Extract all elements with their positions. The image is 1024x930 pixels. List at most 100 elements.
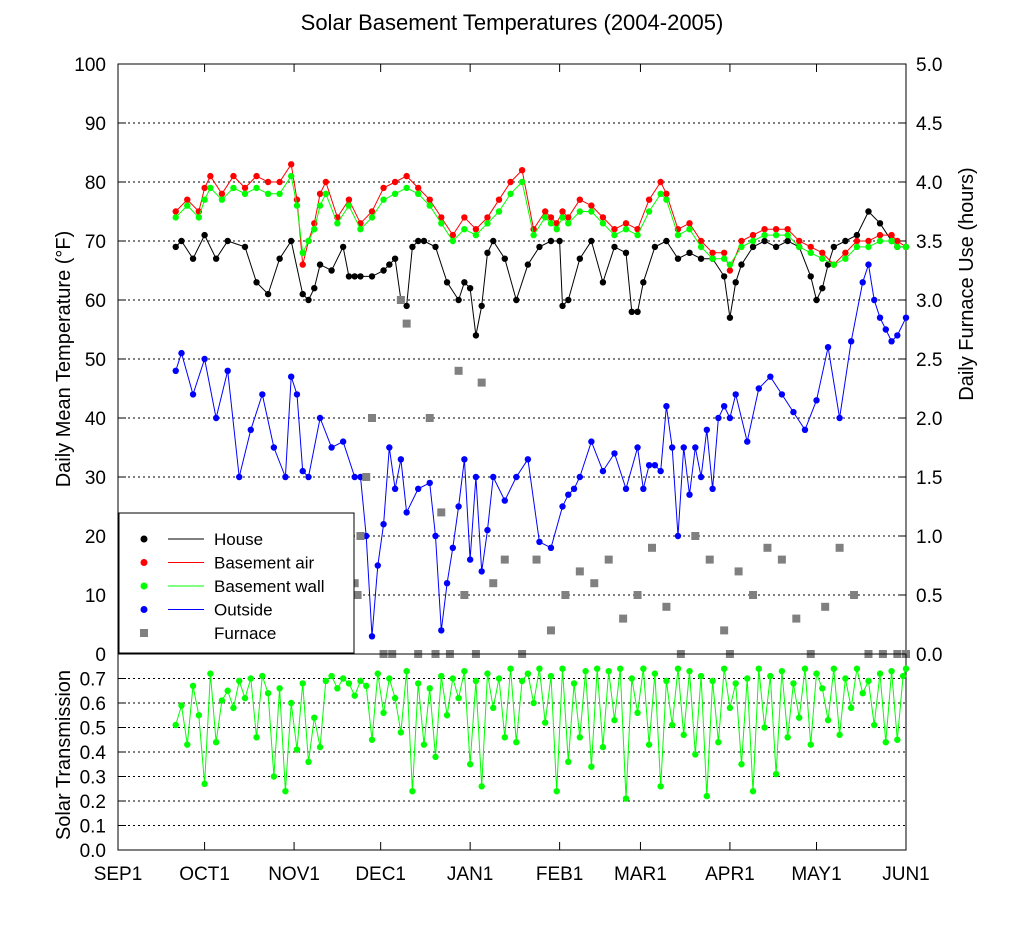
solar-transmission-point xyxy=(305,758,312,765)
solar-transmission-point xyxy=(449,675,457,682)
legend-basement-air-marker xyxy=(140,559,148,566)
basement-wall-point xyxy=(547,220,555,227)
legend-basement-air-label: Basement air xyxy=(214,554,314,573)
outside-point xyxy=(472,473,480,481)
solar-transmission-point xyxy=(541,719,549,726)
house-point xyxy=(391,255,399,262)
outside-point xyxy=(363,532,370,540)
basement-wall-point xyxy=(484,220,491,227)
house-point xyxy=(842,237,849,245)
solar-transmission-point xyxy=(253,734,260,741)
furnace-point xyxy=(619,614,628,623)
solar-transmission-point xyxy=(518,677,526,685)
basement-wall-point xyxy=(807,249,814,256)
basement-wall-point xyxy=(697,243,705,251)
outside-point xyxy=(622,485,630,492)
house-point xyxy=(726,314,734,321)
outside-point xyxy=(767,373,774,380)
furnace-tick-label: 5.0 xyxy=(916,55,942,76)
basement-wall-point xyxy=(461,226,468,233)
basement-wall-point xyxy=(720,255,728,262)
furnace-point xyxy=(734,567,743,576)
house-point xyxy=(807,273,814,280)
furnace-point xyxy=(396,296,405,304)
solar-transmission-point xyxy=(807,741,814,748)
basement-wall-point xyxy=(507,190,514,197)
basement-wall-point xyxy=(761,231,768,239)
legend-outside-marker xyxy=(140,606,148,613)
furnace-point xyxy=(402,319,411,328)
solar-transmission-point xyxy=(172,721,179,729)
solar-transmission-point xyxy=(189,682,197,690)
solar-transmission-point xyxy=(212,739,220,746)
basement-wall-point xyxy=(784,231,791,239)
basement-air-point xyxy=(645,196,653,203)
solar-transmission-point xyxy=(241,694,249,702)
outside-point xyxy=(293,391,301,398)
solar-transmission-point xyxy=(374,670,381,677)
basement-wall-point xyxy=(172,214,179,221)
chart-title: Solar Basement Temperatures (2004-2005) xyxy=(301,10,724,35)
basement-air-point xyxy=(184,196,191,203)
solar-transmission-point xyxy=(420,741,428,748)
basement-wall-point xyxy=(611,231,618,239)
outside-point xyxy=(801,426,809,433)
solar-transmission-point xyxy=(466,761,474,768)
basement-air-point xyxy=(876,231,884,239)
basement-wall-point xyxy=(316,202,324,209)
month-tick-label: FEB1 xyxy=(536,864,584,885)
basement-air-point xyxy=(518,167,526,174)
house-point xyxy=(461,279,468,286)
outside-point xyxy=(478,568,485,575)
solar-transmission-point xyxy=(888,667,895,675)
house-point xyxy=(686,249,693,256)
legend-outside-label: Outside xyxy=(214,601,273,620)
basement-air-point xyxy=(484,214,491,221)
solar-transmission-point xyxy=(259,672,266,680)
basement-air-point xyxy=(547,214,555,221)
furnace-point xyxy=(500,555,509,564)
house-point xyxy=(501,255,508,262)
outside-point xyxy=(368,633,376,640)
outside-point xyxy=(732,391,739,398)
furnace-point xyxy=(477,378,486,387)
house-line xyxy=(175,210,906,336)
house-point xyxy=(316,261,324,268)
furnace-point xyxy=(532,555,541,564)
solar-transmission-point xyxy=(547,672,555,680)
solar-transmission-point xyxy=(293,746,301,753)
solar-transmission-point xyxy=(830,665,838,672)
house-point xyxy=(328,267,335,274)
solar-transmission-point xyxy=(472,677,480,685)
house-point xyxy=(414,237,422,245)
month-tick-label: DEC1 xyxy=(355,864,406,885)
basement-air-point xyxy=(541,208,549,215)
outside-point xyxy=(259,391,266,398)
outside-point xyxy=(703,426,711,433)
basement-wall-point xyxy=(530,231,537,239)
solar-tick-label: 0.4 xyxy=(80,743,107,764)
solar-transmission-point xyxy=(738,761,745,768)
outside-point xyxy=(443,580,451,587)
solar-transmission-point xyxy=(201,780,208,788)
furnace-tick-label: 3.0 xyxy=(916,291,942,312)
basement-wall-point xyxy=(449,237,457,245)
house-point xyxy=(536,243,543,251)
solar-transmission-point xyxy=(772,770,780,778)
basement-air-point xyxy=(865,237,872,245)
basement-wall-point xyxy=(207,184,214,192)
basement-wall-point xyxy=(287,172,295,180)
solar-transmission-point xyxy=(582,667,589,675)
solar-transmission-point xyxy=(513,739,520,746)
basement-wall-point xyxy=(218,196,226,203)
solar-transmission-point xyxy=(507,665,514,672)
basement-wall-point xyxy=(293,202,301,209)
basement-wall-point xyxy=(772,231,780,239)
legend-furnace-marker xyxy=(140,629,148,637)
temperature-tick-label: 20 xyxy=(85,527,106,548)
solar-transmission-point xyxy=(847,704,855,712)
outside-point xyxy=(212,414,220,422)
furnace-point xyxy=(350,579,359,588)
basement-air-point xyxy=(663,190,670,197)
furnace-point xyxy=(705,555,714,564)
